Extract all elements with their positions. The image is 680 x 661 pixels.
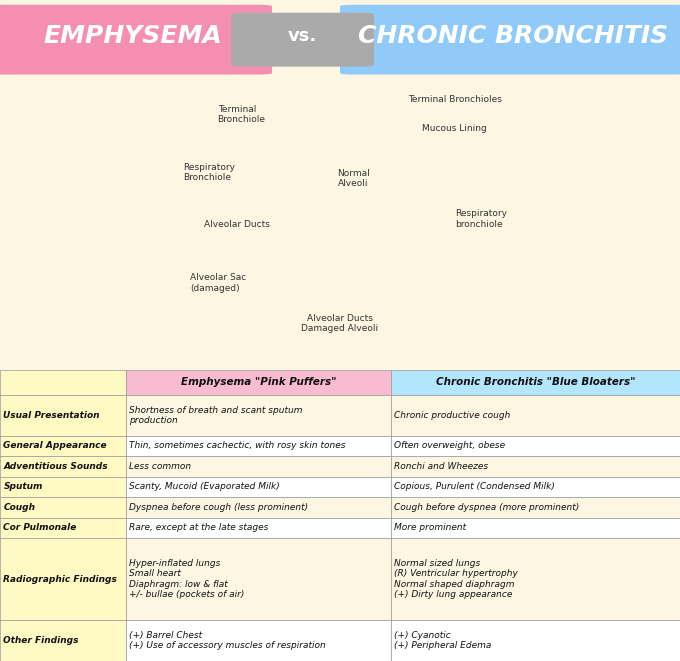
Text: Respiratory
Bronchiole: Respiratory Bronchiole bbox=[184, 163, 235, 182]
Bar bbox=[391, 620, 680, 661]
Text: Cough: Cough bbox=[3, 503, 35, 512]
Text: CHRONIC BRONCHITIS: CHRONIC BRONCHITIS bbox=[358, 24, 668, 48]
Bar bbox=[391, 370, 680, 395]
Text: (+) Barrel Chest
(+) Use of accessory muscles of respiration: (+) Barrel Chest (+) Use of accessory mu… bbox=[129, 631, 326, 650]
Text: Ronchi and Wheezes: Ronchi and Wheezes bbox=[394, 462, 488, 471]
Text: EMPHYSEMA: EMPHYSEMA bbox=[44, 24, 222, 48]
Text: Sputum: Sputum bbox=[3, 483, 43, 491]
Text: Shortness of breath and scant sputum
production: Shortness of breath and scant sputum pro… bbox=[129, 405, 303, 425]
Text: vs.: vs. bbox=[288, 26, 318, 45]
Text: Terminal Bronchioles: Terminal Bronchioles bbox=[408, 95, 502, 104]
Text: Mucous Lining: Mucous Lining bbox=[422, 124, 486, 134]
Text: Rare, except at the late stages: Rare, except at the late stages bbox=[129, 524, 269, 532]
Bar bbox=[391, 497, 680, 518]
Text: Cough before dyspnea (more prominent): Cough before dyspnea (more prominent) bbox=[394, 503, 579, 512]
Bar bbox=[0, 436, 126, 456]
Text: Often overweight, obese: Often overweight, obese bbox=[394, 442, 505, 450]
Bar bbox=[0, 518, 126, 538]
Text: Respiratory
bronchiole: Respiratory bronchiole bbox=[456, 210, 507, 229]
Bar bbox=[391, 477, 680, 497]
Bar bbox=[0, 456, 126, 477]
Text: Normal
Alveoli: Normal Alveoli bbox=[337, 169, 370, 188]
FancyBboxPatch shape bbox=[0, 5, 272, 75]
Bar bbox=[126, 518, 391, 538]
Text: Normal sized lungs
(R) Ventricular hypertrophy
Normal shaped diaphragm
(+) Dirty: Normal sized lungs (R) Ventricular hyper… bbox=[394, 559, 518, 599]
Bar bbox=[0, 370, 126, 395]
Text: Radiographic Findings: Radiographic Findings bbox=[3, 574, 117, 584]
Text: Scanty, Mucoid (Evaporated Milk): Scanty, Mucoid (Evaporated Milk) bbox=[129, 483, 280, 491]
Bar bbox=[391, 436, 680, 456]
FancyBboxPatch shape bbox=[0, 79, 680, 370]
Bar bbox=[391, 395, 680, 436]
Bar bbox=[0, 497, 126, 518]
Bar bbox=[126, 538, 391, 620]
FancyBboxPatch shape bbox=[340, 5, 680, 75]
Text: (+) Cyanotic
(+) Peripheral Edema: (+) Cyanotic (+) Peripheral Edema bbox=[394, 631, 492, 650]
Text: More prominent: More prominent bbox=[394, 524, 466, 532]
Text: Thin, sometimes cachectic, with rosy skin tones: Thin, sometimes cachectic, with rosy ski… bbox=[129, 442, 345, 450]
Bar bbox=[0, 477, 126, 497]
FancyBboxPatch shape bbox=[231, 13, 374, 67]
Bar bbox=[126, 497, 391, 518]
Text: Copious, Purulent (Condensed Milk): Copious, Purulent (Condensed Milk) bbox=[394, 483, 556, 491]
Bar bbox=[0, 620, 126, 661]
Bar bbox=[391, 538, 680, 620]
Bar bbox=[0, 538, 126, 620]
Text: Alveolar Ducts
Damaged Alveoli: Alveolar Ducts Damaged Alveoli bbox=[301, 314, 379, 333]
Text: Dyspnea before cough (less prominent): Dyspnea before cough (less prominent) bbox=[129, 503, 308, 512]
Text: Chronic productive cough: Chronic productive cough bbox=[394, 410, 511, 420]
Text: Hyper-inflated lungs
Small heart
Diaphragm: low & flat
+/- bullae (pockets of ai: Hyper-inflated lungs Small heart Diaphra… bbox=[129, 559, 245, 599]
Text: Less common: Less common bbox=[129, 462, 191, 471]
Text: Other Findings: Other Findings bbox=[3, 636, 79, 645]
Bar bbox=[126, 477, 391, 497]
Text: Terminal
Bronchiole: Terminal Bronchiole bbox=[218, 104, 266, 124]
Bar bbox=[126, 436, 391, 456]
Text: Usual Presentation: Usual Presentation bbox=[3, 410, 100, 420]
Text: Alveolar Ducts: Alveolar Ducts bbox=[204, 220, 270, 229]
Bar bbox=[391, 456, 680, 477]
Bar bbox=[126, 620, 391, 661]
Text: Cor Pulmonale: Cor Pulmonale bbox=[3, 524, 77, 532]
Bar bbox=[391, 518, 680, 538]
Text: Alveolar Sac
(damaged): Alveolar Sac (damaged) bbox=[190, 273, 247, 293]
Text: Emphysema "Pink Puffers": Emphysema "Pink Puffers" bbox=[181, 377, 336, 387]
Text: Adventitious Sounds: Adventitious Sounds bbox=[3, 462, 108, 471]
Bar bbox=[126, 370, 391, 395]
Bar bbox=[126, 395, 391, 436]
Bar bbox=[0, 395, 126, 436]
Text: Chronic Bronchitis "Blue Bloaters": Chronic Bronchitis "Blue Bloaters" bbox=[436, 377, 635, 387]
Text: General Appearance: General Appearance bbox=[3, 442, 107, 450]
Bar bbox=[126, 456, 391, 477]
